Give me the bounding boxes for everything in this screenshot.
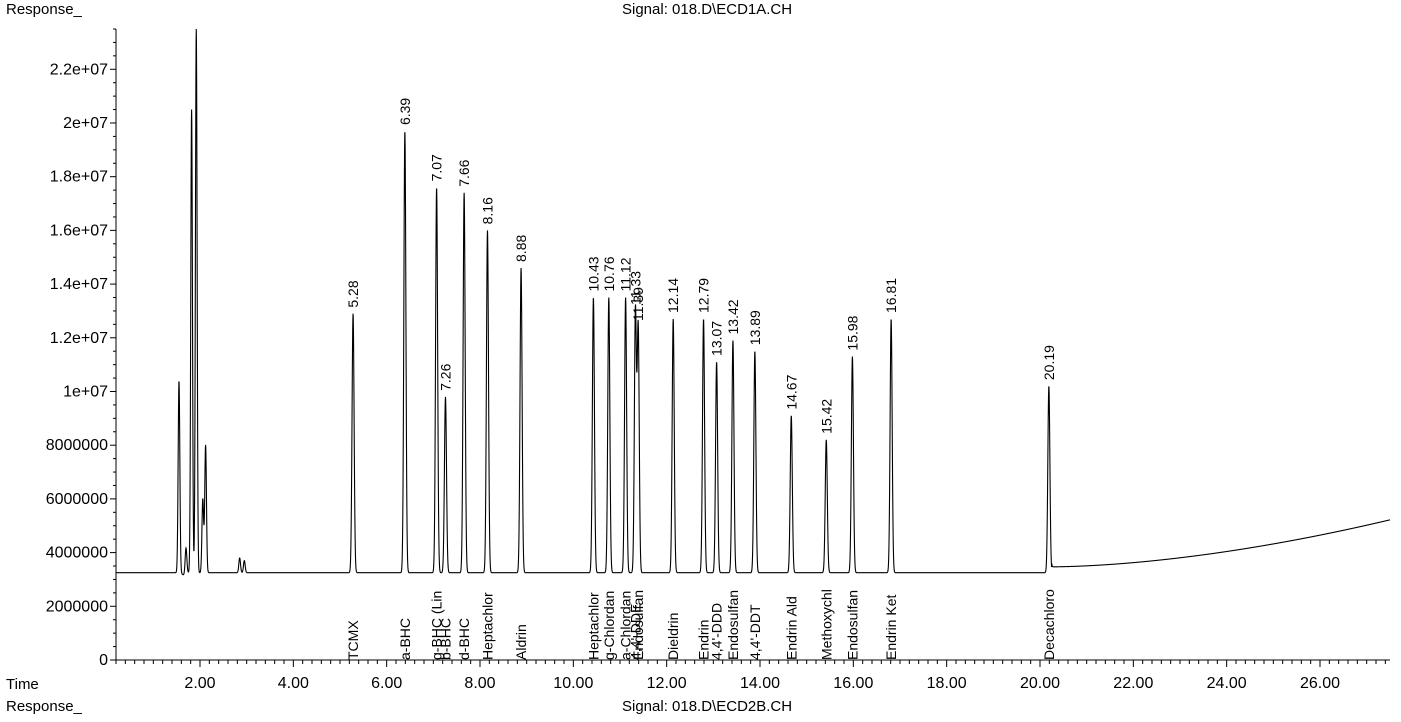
y-tick-label: 6000000 xyxy=(46,491,108,508)
x-axis: 2.00 4.00 6.00 8.00 10.00 12.00 14.00 16.00 18.0… xyxy=(115,659,1390,692)
y-tick-label: 2000000 xyxy=(46,598,108,615)
time-axis-label: Time xyxy=(6,676,39,693)
x-tick-label: 22.00 xyxy=(1113,675,1153,692)
x-tick-label: 26.00 xyxy=(1300,675,1340,692)
peak-compound-label: Endosulfan xyxy=(630,590,646,660)
peak-rt-label: 10.76 xyxy=(601,256,617,291)
peak-compound-label: a-Chlordan xyxy=(618,591,634,660)
x-tick-label: 6.00 xyxy=(371,675,402,692)
peak-compound-label: Endrin xyxy=(696,620,712,660)
peak-compound-label: Endrin Ket xyxy=(883,595,899,660)
x-tick-label: 16.00 xyxy=(833,675,873,692)
peak-rt-label: 6.39 xyxy=(397,98,413,125)
peak-compound-label: b-BHC xyxy=(437,618,453,660)
y-tick-label: 0 xyxy=(99,652,108,669)
peak-rt-label: 15.42 xyxy=(818,399,834,434)
peak-compound-label: Decachloro xyxy=(1041,589,1057,660)
x-tick-label: 2.00 xyxy=(184,675,215,692)
x-tick-label: 18.00 xyxy=(927,675,967,692)
peak-rt-label: 8.16 xyxy=(479,197,495,224)
peak-rt-label: 20.19 xyxy=(1041,345,1057,380)
peak-rt-label: 13.07 xyxy=(709,321,725,356)
peak-compound-label: 4,4'-DDT xyxy=(747,604,763,660)
peak-compound-label: Dieldrin xyxy=(665,613,681,660)
x-tick-label: 8.00 xyxy=(464,675,495,692)
y-tick-label: 2.2e+07 xyxy=(50,61,108,78)
peak-rt-label: 12.14 xyxy=(665,278,681,313)
y-axis: 0 2000000 4000000 6000000 8000000 1e+07 1.2e+0… xyxy=(46,28,117,669)
peak-rt-label: 13.89 xyxy=(747,310,763,345)
response-label-top: Response_ xyxy=(6,1,82,18)
y-tick-label: 1.8e+07 xyxy=(50,169,108,186)
peak-rt-label: 7.66 xyxy=(456,159,472,186)
peak-rt-label: 7.07 xyxy=(429,154,445,181)
response-label-bottom: Response_ xyxy=(6,698,82,715)
peak-compound-label: TCMX xyxy=(345,620,361,660)
signal-title-bottom: Signal: 018.D\ECD2B.CH xyxy=(622,698,793,715)
x-tick-label: 4.00 xyxy=(278,675,309,692)
signal-title-top: Signal: 018.D\ECD1A.CH xyxy=(622,1,793,18)
peak-rt-label: 7.26 xyxy=(437,363,453,390)
peak-compound-label: 4,4'-DDD xyxy=(709,603,725,660)
peak-rt-label: 10.43 xyxy=(585,256,601,291)
peak-rt-label: 13.42 xyxy=(725,299,741,334)
peak-compound-label: Methoxychl xyxy=(818,589,834,660)
peak-compound-label: Aldrin xyxy=(513,624,529,660)
y-tick-label: 8000000 xyxy=(46,437,108,454)
y-tick-label: 1.4e+07 xyxy=(50,276,108,293)
peak-rt-label: 14.67 xyxy=(783,374,799,409)
y-tick-label: 1e+07 xyxy=(63,383,108,400)
x-tick-label: 14.00 xyxy=(740,675,780,692)
peak-compound-label: Endosulfan xyxy=(725,590,741,660)
peak-compound-label: Heptachlor xyxy=(585,592,601,660)
y-tick-label: 4000000 xyxy=(46,545,108,562)
peak-compound-label: d-BHC xyxy=(456,618,472,660)
peak-compound-label: g-Chlordan xyxy=(601,591,617,660)
peak-rt-label: 11.12 xyxy=(618,257,634,291)
peak-rt-label: 11.33 xyxy=(627,271,643,305)
peak-rt-label: 11.39 xyxy=(630,287,646,321)
peak-compound-label: Endrin Ald xyxy=(783,596,799,660)
peak-rt-label: 15.98 xyxy=(844,315,860,350)
peak-compound-label: Endosulfan xyxy=(844,590,860,660)
peak-rt-label: 16.81 xyxy=(883,278,899,313)
peak-compound-label: Heptachlor xyxy=(479,592,495,660)
peak-compound-label: g-BHC (Lin xyxy=(429,591,445,660)
peak-compound-label: a-BHC xyxy=(397,618,413,660)
x-tick-label: 24.00 xyxy=(1207,675,1247,692)
chromatogram-trace xyxy=(116,28,1391,576)
peak-rt-label: 8.88 xyxy=(513,235,529,262)
y-tick-label: 2e+07 xyxy=(63,115,108,132)
x-tick-label: 10.00 xyxy=(553,675,593,692)
x-tick-label: 12.00 xyxy=(647,675,687,692)
peak-rt-label: 5.28 xyxy=(345,280,361,307)
peak-compound-label: 4,4'-DDE xyxy=(627,604,643,660)
y-tick-label: 1.6e+07 xyxy=(50,222,108,239)
y-tick-label: 1.2e+07 xyxy=(50,330,108,347)
peak-rt-label: 12.79 xyxy=(696,278,712,313)
x-tick-label: 20.00 xyxy=(1020,675,1060,692)
